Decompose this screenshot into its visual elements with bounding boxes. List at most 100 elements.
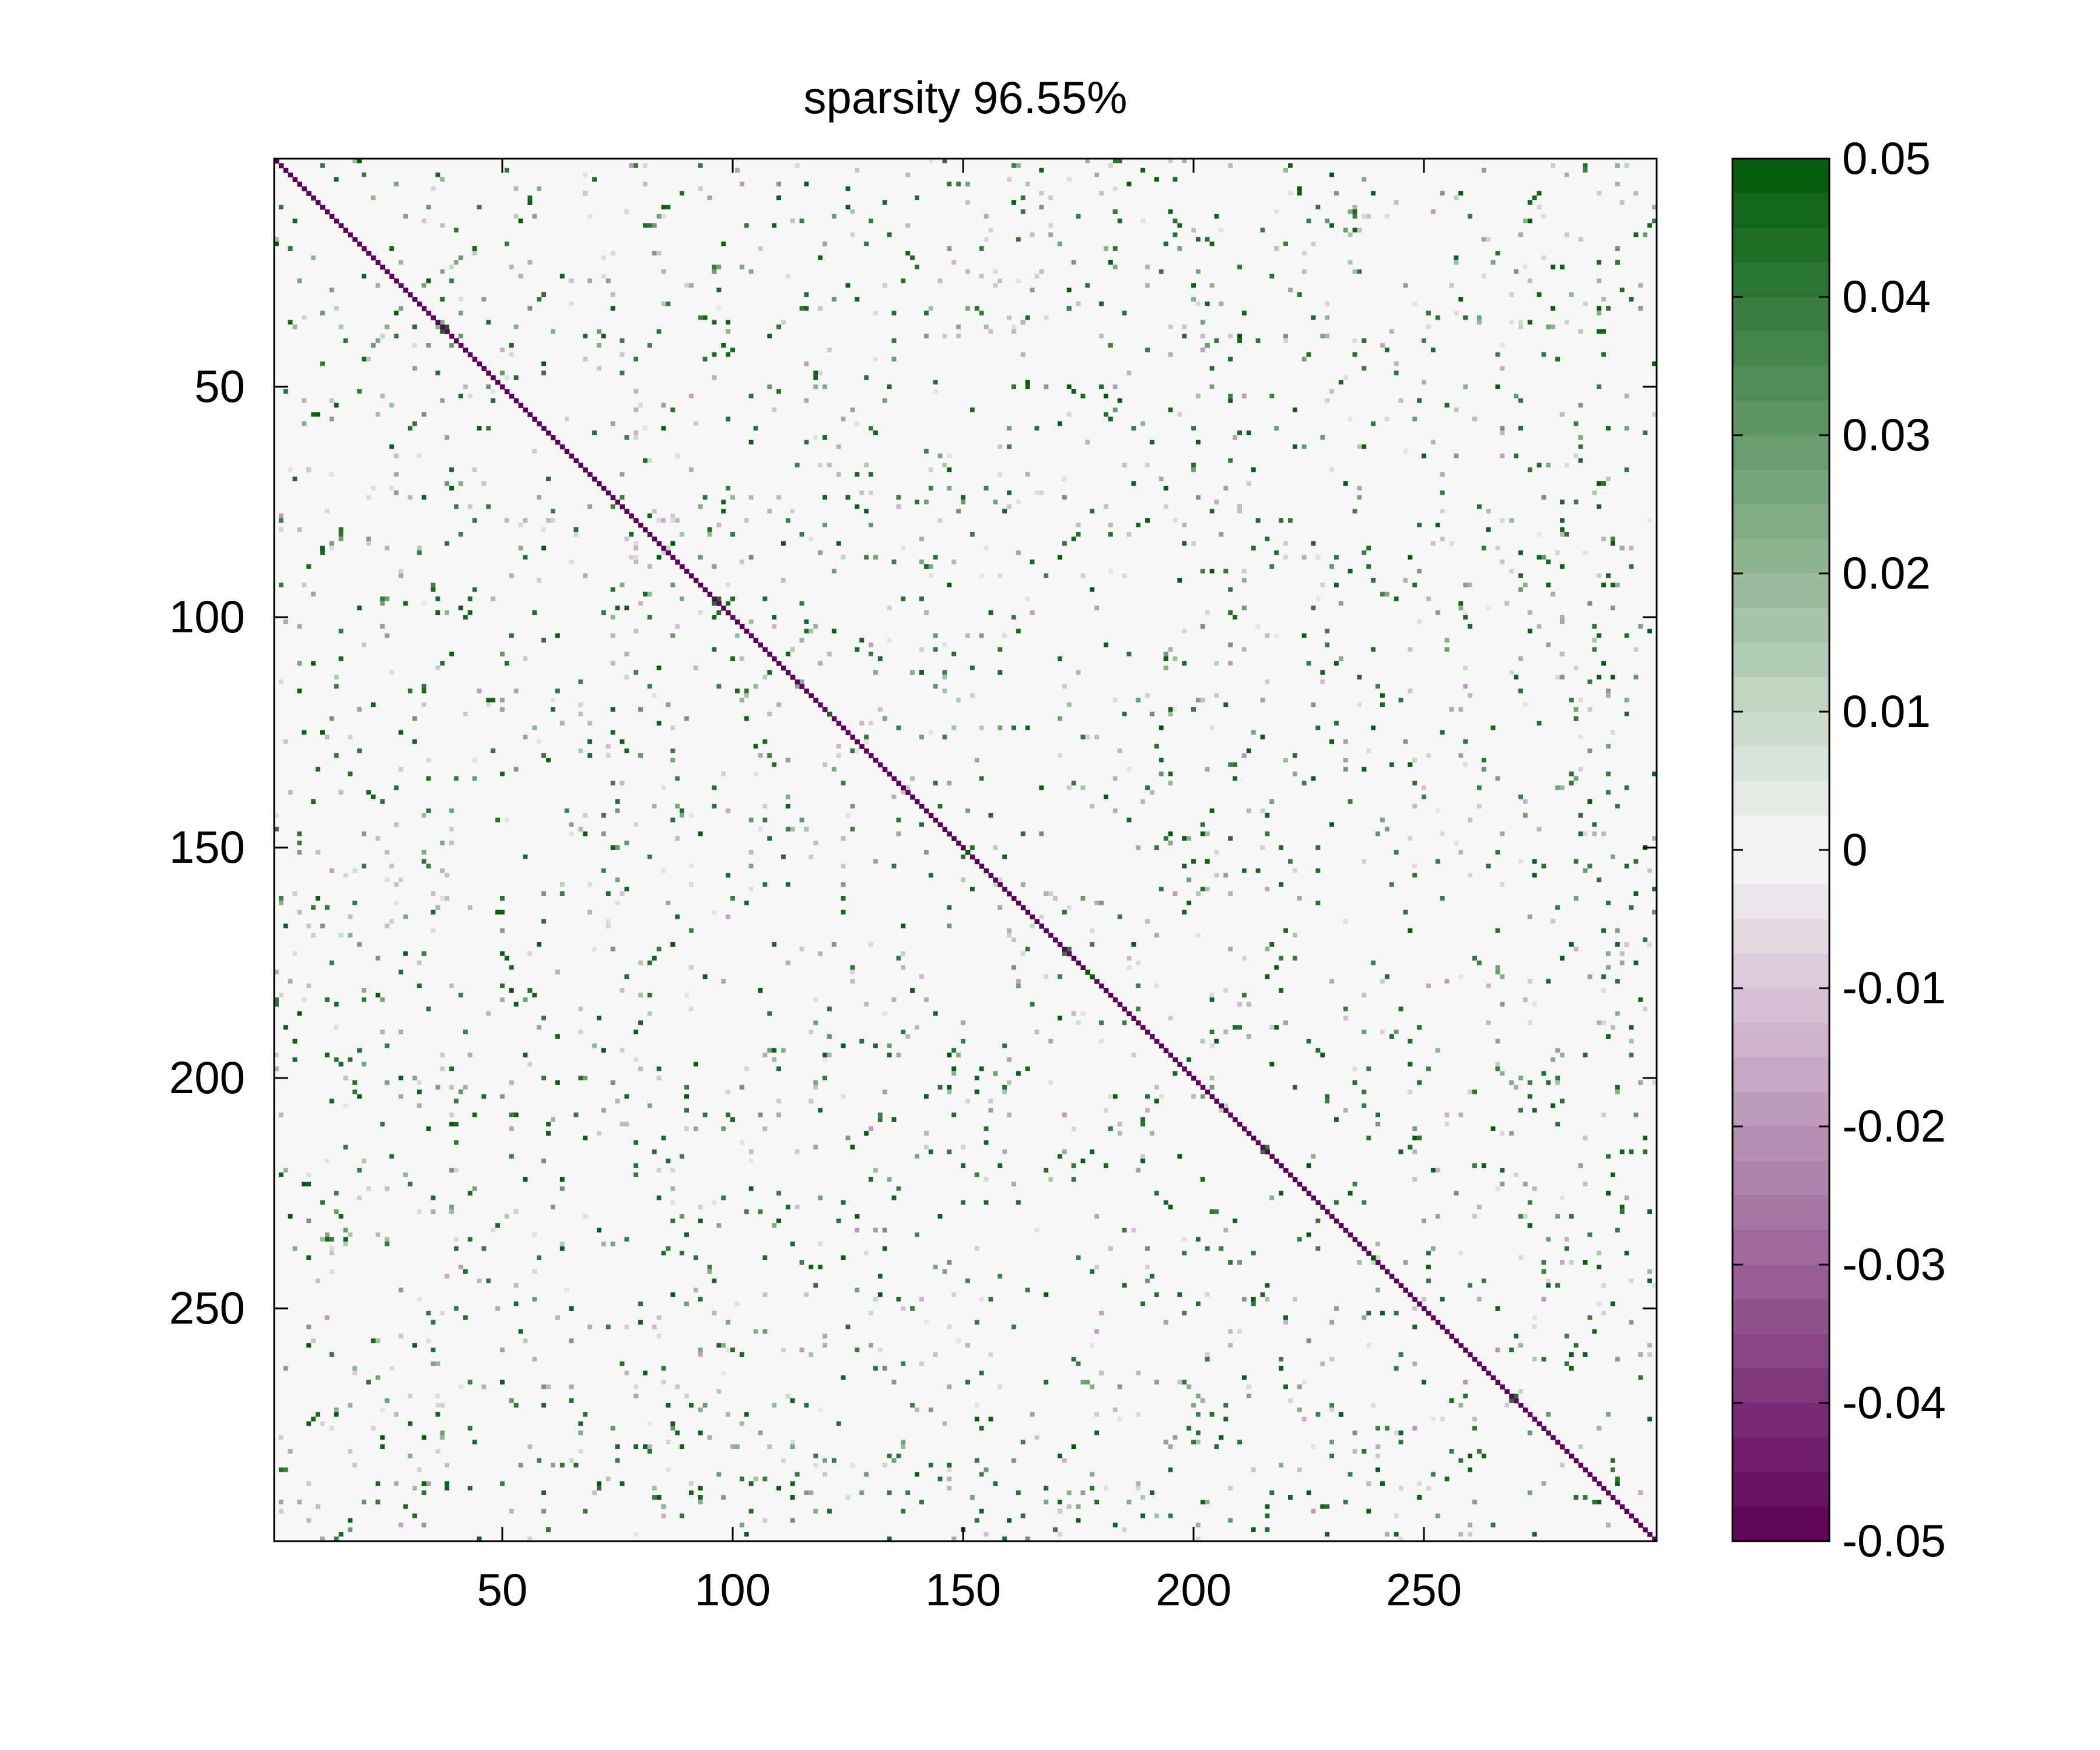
heatmap-cell	[684, 1094, 689, 1099]
heatmap-cell	[523, 1177, 528, 1182]
heatmap-cell	[882, 1246, 887, 1251]
heatmap-cell	[324, 1232, 330, 1237]
heatmap-cell	[979, 310, 984, 316]
heatmap-cell	[1587, 1315, 1592, 1320]
heatmap-cell	[1412, 416, 1418, 422]
heatmap-cell	[675, 518, 680, 523]
heatmap-cell	[527, 988, 533, 993]
heatmap-cell	[306, 564, 312, 569]
heatmap-cell	[1025, 1066, 1030, 1072]
heatmap-cell	[334, 1191, 339, 1196]
heatmap-cell	[1034, 1435, 1040, 1440]
heatmap-cell	[822, 495, 827, 500]
heatmap-cell	[1228, 356, 1233, 362]
heatmap-cell	[334, 1536, 339, 1541]
heatmap-cell	[1058, 974, 1062, 979]
diagonal-cell	[901, 785, 906, 790]
heatmap-cell	[329, 1237, 334, 1242]
heatmap-cell	[804, 827, 809, 832]
heatmap-cell	[730, 1348, 735, 1353]
heatmap-cell	[1463, 1394, 1468, 1399]
heatmap-cell	[601, 274, 606, 279]
heatmap-cell	[928, 159, 933, 163]
heatmap-cell	[1080, 785, 1086, 790]
heatmap-cell	[923, 850, 929, 855]
heatmap-cell	[721, 979, 726, 984]
diagonal-cell	[1306, 1191, 1312, 1196]
heatmap-cell	[1126, 181, 1132, 187]
heatmap-cell	[505, 167, 509, 173]
heatmap-cell	[384, 1043, 390, 1048]
heatmap-cell	[523, 518, 528, 523]
heatmap-cell	[311, 592, 316, 597]
heatmap-cell	[1172, 232, 1178, 237]
heatmap-cell	[1260, 845, 1265, 850]
heatmap-cell	[1384, 827, 1390, 832]
heatmap-cell	[1306, 1490, 1311, 1495]
heatmap-cell	[513, 1002, 519, 1007]
heatmap-cell	[804, 628, 809, 634]
heatmap-cell	[698, 1430, 703, 1436]
heatmap-cell	[1062, 1112, 1067, 1118]
heatmap-cell	[643, 458, 648, 463]
diagonal-cell	[1237, 1122, 1242, 1127]
heatmap-cell	[1269, 393, 1275, 398]
heatmap-cell	[573, 531, 579, 537]
heatmap-cell	[919, 734, 924, 740]
heatmap-cell	[537, 1025, 542, 1030]
heatmap-cell	[656, 251, 662, 256]
heatmap-cell	[500, 707, 505, 712]
diagonal-cell	[1311, 1195, 1316, 1200]
heatmap-cell	[1112, 186, 1118, 191]
heatmap-cell	[1522, 702, 1528, 708]
heatmap-cell	[804, 292, 809, 297]
heatmap-cell	[656, 1066, 662, 1072]
diagonal-cell	[624, 509, 629, 514]
heatmap-cell	[1458, 707, 1464, 712]
heatmap-cell	[942, 463, 947, 468]
heatmap-cell	[394, 490, 399, 495]
heatmap-cell	[357, 1195, 362, 1200]
heatmap-cell	[624, 748, 629, 754]
heatmap-cell	[1652, 218, 1657, 223]
heatmap-cell	[1476, 1449, 1482, 1454]
heatmap-cell	[384, 850, 390, 855]
colorbar-tick-label: -0.02	[1842, 1100, 1946, 1152]
heatmap-cell	[1550, 163, 1556, 168]
heatmap-cell	[1002, 1084, 1007, 1090]
heatmap-cell	[1012, 725, 1016, 730]
diagonal-cell	[937, 822, 943, 828]
heatmap-cell	[979, 274, 984, 279]
diagonal-cell	[467, 352, 473, 358]
heatmap-cell	[509, 988, 514, 993]
heatmap-cell	[1117, 159, 1122, 163]
heatmap-cell	[1108, 523, 1113, 527]
heatmap-cell	[1454, 841, 1459, 846]
heatmap-cell	[375, 836, 380, 841]
heatmap-cell	[1422, 338, 1426, 343]
heatmap-cell	[947, 467, 952, 473]
heatmap-cell	[1311, 1154, 1316, 1159]
heatmap-cell	[1209, 509, 1214, 514]
heatmap-cell	[813, 1283, 818, 1288]
heatmap-cell	[472, 758, 477, 762]
heatmap-cell	[1080, 393, 1086, 398]
heatmap-cell	[1597, 1301, 1602, 1307]
heatmap-cell	[1315, 1412, 1321, 1417]
heatmap-cell	[712, 909, 717, 915]
heatmap-cell	[1522, 264, 1528, 270]
heatmap-cell	[1228, 393, 1233, 398]
heatmap-cell	[1274, 209, 1279, 214]
heatmap-cell	[1509, 1080, 1514, 1085]
heatmap-cell	[1606, 744, 1611, 749]
heatmap-cell	[831, 766, 836, 772]
heatmap-cell	[532, 610, 537, 615]
heatmap-cell	[449, 485, 454, 491]
heatmap-cell	[901, 596, 906, 601]
heatmap-cell	[578, 1421, 583, 1426]
heatmap-cell	[813, 1462, 818, 1468]
heatmap-cell	[486, 702, 491, 708]
heatmap-cell	[1546, 1080, 1551, 1085]
diagonal-cell	[680, 564, 685, 569]
diagonal-cell	[1025, 909, 1031, 915]
